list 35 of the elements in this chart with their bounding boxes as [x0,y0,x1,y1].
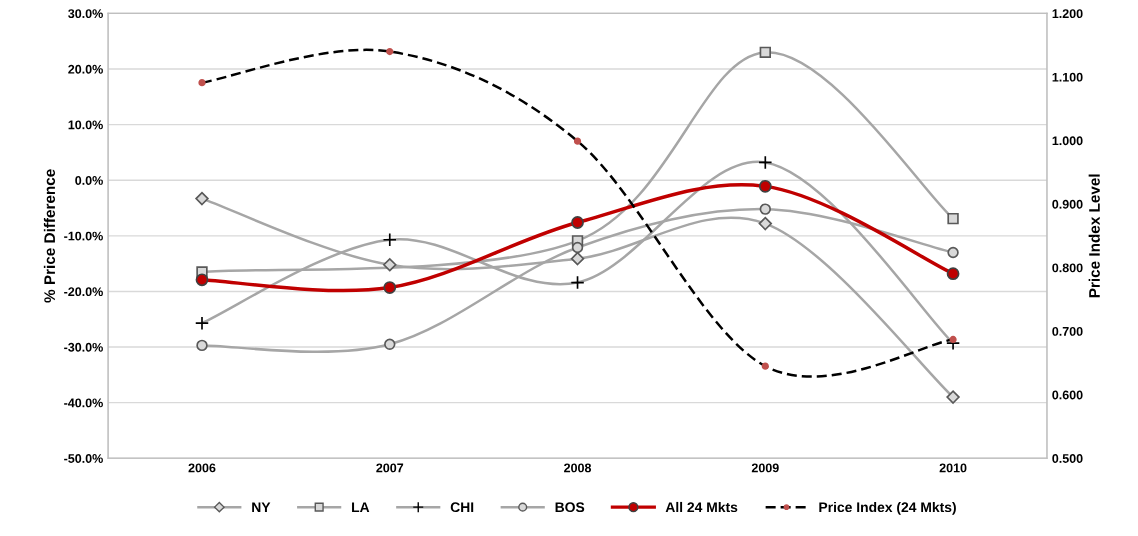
x-tick-label: 2006 [188,463,216,473]
x-tick-label: 2010 [939,463,967,473]
point [758,179,772,193]
legend-label: LA [352,502,370,512]
legend-label: All 24 Mkts [665,501,738,513]
y-axis-title: % Price Difference [43,169,56,303]
y2-tick-label: 0.700 [1052,326,1083,336]
point [571,216,584,229]
y-tick-label: 20.0% [68,64,103,74]
y-tick-label: -10.0% [64,231,103,241]
legend-label: CHI [450,502,474,513]
legend-label: BOS [555,502,585,513]
y-tick-label: -50.0% [64,454,103,463]
y2-tick-label: 1.000 [1052,136,1083,146]
y-tick-label: 30.0% [68,9,103,19]
x-tick-label: 2009 [751,463,779,473]
y2-tick-label: 1.200 [1052,9,1083,19]
y2-tick-label: 1.100 [1052,72,1083,82]
point [946,267,960,281]
y-tick-label: -30.0% [64,342,103,352]
y2-axis-title: Price Index Level [1088,174,1100,298]
y-tick-label: -40.0% [64,398,103,408]
y2-tick-label: 0.800 [1052,263,1083,273]
point [383,281,397,294]
legend-label: NY [252,502,271,512]
x-tick-label: 2007 [376,463,404,473]
y2-tick-label: 0.900 [1052,199,1083,209]
y2-tick-label: 0.500 [1052,454,1083,463]
y-tick-label: -20.0% [64,287,103,297]
legend-label: Price Index (24 Mkts) [819,501,956,515]
x-tick-label: 2008 [564,463,592,473]
y-tick-label: 0.0% [75,176,103,185]
point [195,273,209,287]
y-tick-label: 10.0% [68,120,103,130]
y2-tick-label: 0.600 [1052,390,1083,400]
